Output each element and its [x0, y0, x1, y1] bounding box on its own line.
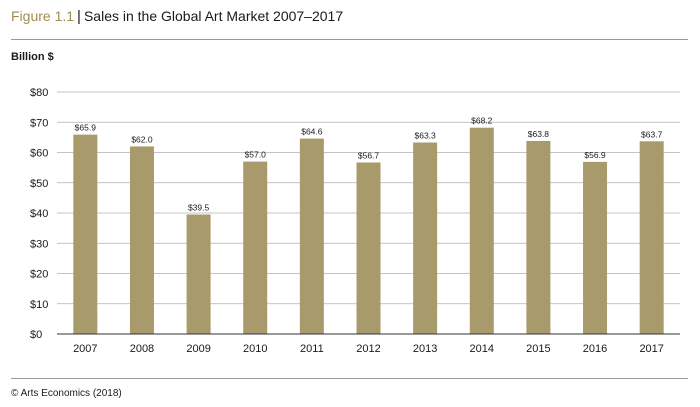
bar	[243, 161, 268, 334]
bar	[73, 134, 98, 334]
x-tick-label: 2008	[130, 343, 154, 355]
data-label: $63.7	[641, 129, 663, 139]
chart-title: Sales in the Global Art Market 2007–2017	[83, 8, 344, 24]
data-label: $63.3	[414, 131, 436, 141]
data-label: $64.6	[301, 127, 323, 137]
data-label: $56.7	[358, 150, 380, 160]
y-tick-label: $30	[30, 238, 48, 250]
figure-label: Figure 1.1	[11, 8, 75, 24]
bar	[583, 161, 608, 334]
y-tick-label: $70	[30, 117, 48, 129]
y-tick-label: $20	[30, 269, 48, 281]
y-tick-label: $0	[30, 329, 42, 341]
x-tick-label: 2015	[526, 343, 550, 355]
bar	[469, 127, 494, 334]
bar	[299, 138, 324, 334]
y-axis-label: Billion $	[11, 51, 54, 63]
x-tick-label: 2014	[470, 343, 494, 355]
data-label: $39.5	[188, 203, 210, 213]
x-tick-label: 2009	[186, 343, 210, 355]
y-tick-label: $80	[30, 87, 48, 99]
y-tick-label: $50	[30, 178, 48, 190]
x-tick-label: 2011	[300, 343, 324, 355]
x-tick-label: 2012	[356, 343, 380, 355]
bottom-rule	[11, 378, 688, 379]
source-credit: © Arts Economics (2018)	[11, 388, 122, 399]
bar	[186, 214, 211, 334]
bar	[413, 142, 438, 334]
data-label: $63.8	[528, 129, 550, 139]
data-label: $68.2	[471, 116, 493, 126]
y-tick-label: $60	[30, 148, 48, 160]
x-tick-label: 2013	[413, 343, 437, 355]
data-label: $65.9	[75, 123, 97, 133]
y-tick-label: $40	[30, 208, 48, 220]
y-tick-label: $10	[30, 299, 48, 311]
x-tick-label: 2007	[73, 343, 97, 355]
figure-separator: |	[77, 7, 81, 25]
x-tick-label: 2017	[639, 343, 663, 355]
bar	[356, 162, 381, 334]
data-label: $57.0	[245, 150, 267, 160]
data-label: $56.9	[584, 150, 606, 160]
bar	[639, 141, 664, 334]
figure-header: Figure 1.1 | Sales in the Global Art Mar…	[11, 4, 343, 28]
x-tick-label: 2010	[243, 343, 267, 355]
x-tick-label: 2016	[583, 343, 607, 355]
data-label: $62.0	[131, 134, 153, 144]
bar	[526, 141, 551, 334]
top-rule	[11, 39, 688, 40]
bar	[129, 146, 154, 334]
